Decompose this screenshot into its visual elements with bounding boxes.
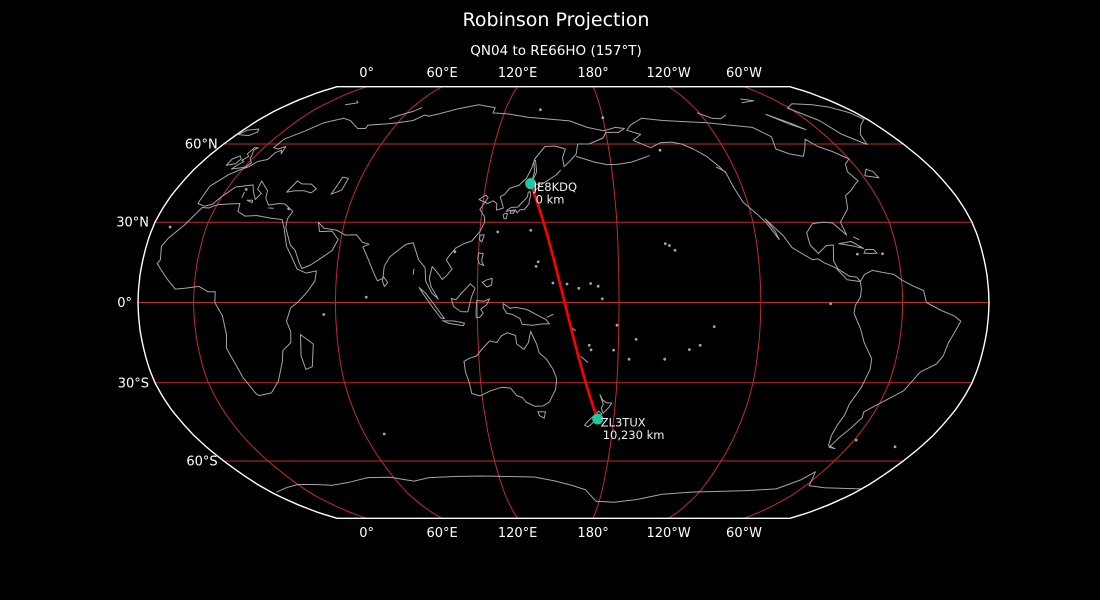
station-distance-zl3tux: 10,230 km [603,428,665,442]
lon-tick-top-3: 180° [577,66,608,81]
island-dot [287,207,291,211]
station-distance-je8kdq: 0 km [536,193,565,207]
island-dot [893,445,897,449]
island-dot [634,338,638,341]
island-dot [382,432,386,436]
island-dot [529,228,533,232]
island-dot [596,284,600,288]
island-dot [589,282,592,285]
map-boundary [137,86,990,519]
lon-tick-top-5: 60°W [726,66,762,81]
island-dot [322,313,326,316]
island-dot [589,348,593,352]
lon-tick-top-0: 0° [359,66,374,81]
meridian--120 [668,86,762,519]
figure-title: Robinson Projection [462,9,650,31]
lon-tick-bottom-2: 120°E [498,526,538,541]
lon-tick-top-2: 120°E [498,66,538,81]
island-dot [881,252,884,256]
figure-subtitle: QN04 to RE66HO (157°T) [470,43,642,59]
island-dot [627,357,631,361]
island-dot [829,302,832,306]
lon-tick-bottom-5: 60°W [726,526,762,541]
station-marker-zl3tux [592,413,604,425]
lat-tick-3: 30°S [118,376,149,391]
lon-tick-bottom-1: 60°E [426,526,457,541]
island-dot [453,250,457,254]
island-dot [565,282,569,286]
coastlines [156,98,962,503]
island-dot [712,325,716,328]
island-dot [600,297,604,301]
island-dot [496,230,500,234]
station-marker-je8kdq [525,178,537,190]
island-dot [168,225,172,229]
lat-tick-0: 60°N [185,138,218,153]
meridian-180 [592,86,620,519]
island-dot [551,281,555,285]
station-callsign-zl3tux: ZL3TUX [601,416,646,430]
lat-tick-1: 30°N [116,216,149,231]
island-dot [663,242,667,246]
lat-tick-2: 0° [117,296,132,311]
station-callsign-je8kdq: JE8KDQ [533,180,577,194]
lon-tick-bottom-0: 0° [359,526,374,541]
island-dot [688,348,691,351]
island-dot [364,295,368,299]
island-dot [244,188,248,191]
great-circle-path [529,182,599,421]
island-dot [539,108,542,112]
island-dot [601,116,605,120]
island-dot [663,357,667,361]
meridian-120 [476,86,519,519]
meridian-0 [192,86,367,519]
lon-tick-bottom-3: 180° [577,526,608,541]
lon-tick-top-4: 120°W [647,66,691,81]
lon-tick-top-1: 60°E [426,66,457,81]
lat-tick-4: 60°S [186,455,217,470]
meridian-60 [334,86,443,519]
meridian--60 [743,86,904,519]
island-dot [587,343,591,347]
island-dot [698,343,702,347]
lon-tick-bottom-4: 120°W [647,526,691,541]
island-dot [612,348,615,352]
island-dot [673,248,677,252]
island-dot [577,286,581,290]
island-dot [658,148,662,152]
island-dot [534,265,538,268]
island-dot [536,260,540,264]
island-dot [856,252,859,256]
island-dot [615,323,619,327]
island-dot [854,438,858,442]
island-dot [668,244,671,247]
